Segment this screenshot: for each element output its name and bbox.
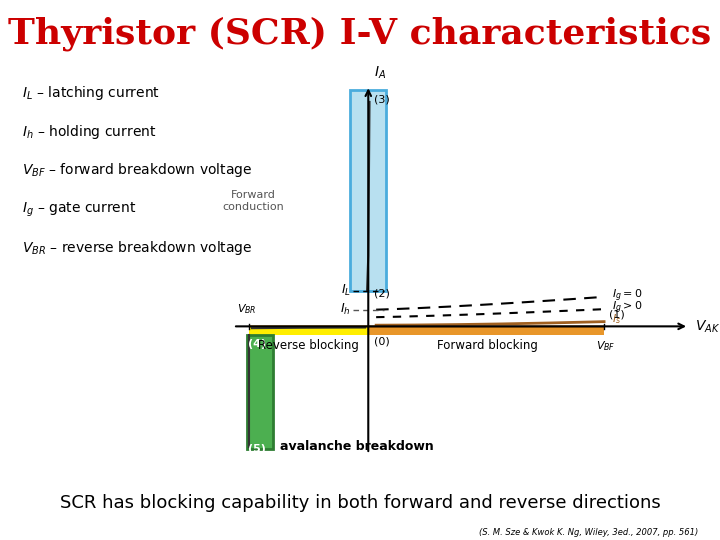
Text: (2): (2) — [374, 288, 390, 299]
Bar — [247, 335, 273, 449]
Bar — [368, 325, 604, 328]
Text: $V_{BF}$ – forward breakdown voltage: $V_{BF}$ – forward breakdown voltage — [22, 161, 252, 179]
Text: avalanche breakdown: avalanche breakdown — [280, 440, 434, 453]
Text: Forward blocking: Forward blocking — [437, 339, 538, 353]
Text: $I_L$: $I_L$ — [341, 284, 351, 299]
Text: $I_s$: $I_s$ — [612, 312, 621, 326]
Text: $V_{BR}$ – reverse breakdown voltage: $V_{BR}$ – reverse breakdown voltage — [22, 239, 252, 257]
Text: $I_A$: $I_A$ — [374, 64, 386, 80]
Text: Forward
conduction: Forward conduction — [222, 191, 284, 212]
Text: SCR has blocking capability in both forward and reverse directions: SCR has blocking capability in both forw… — [60, 494, 660, 512]
Bar — [249, 325, 368, 328]
Text: $V_{BF}$: $V_{BF}$ — [596, 339, 616, 353]
Bar — [249, 326, 368, 335]
Text: $I_g > 0$: $I_g > 0$ — [612, 300, 642, 316]
Text: (5): (5) — [248, 444, 266, 455]
Text: (4): (4) — [248, 339, 266, 349]
Text: (1): (1) — [609, 309, 624, 319]
Text: $V_{AK}$: $V_{AK}$ — [696, 318, 720, 335]
Text: (0): (0) — [374, 337, 390, 347]
Text: $V_{BR}$: $V_{BR}$ — [238, 302, 257, 316]
Bar — [368, 326, 604, 335]
Text: Reverse blocking: Reverse blocking — [258, 339, 359, 353]
Text: (3): (3) — [374, 95, 390, 105]
Text: $I_L$ – latching current: $I_L$ – latching current — [22, 84, 160, 102]
Text: $I_g = 0$: $I_g = 0$ — [612, 287, 642, 304]
Bar — [350, 90, 386, 291]
Text: Thyristor (SCR) I-V characteristics: Thyristor (SCR) I-V characteristics — [9, 16, 711, 51]
Text: $I_h$: $I_h$ — [341, 302, 351, 318]
Text: $I_h$ – holding current: $I_h$ – holding current — [22, 123, 156, 140]
Text: $I_g$ – gate current: $I_g$ – gate current — [22, 200, 136, 219]
Text: (S. M. Sze & Kwok K. Ng, Wiley, 3ed., 2007, pp. 561): (S. M. Sze & Kwok K. Ng, Wiley, 3ed., 20… — [479, 528, 698, 537]
